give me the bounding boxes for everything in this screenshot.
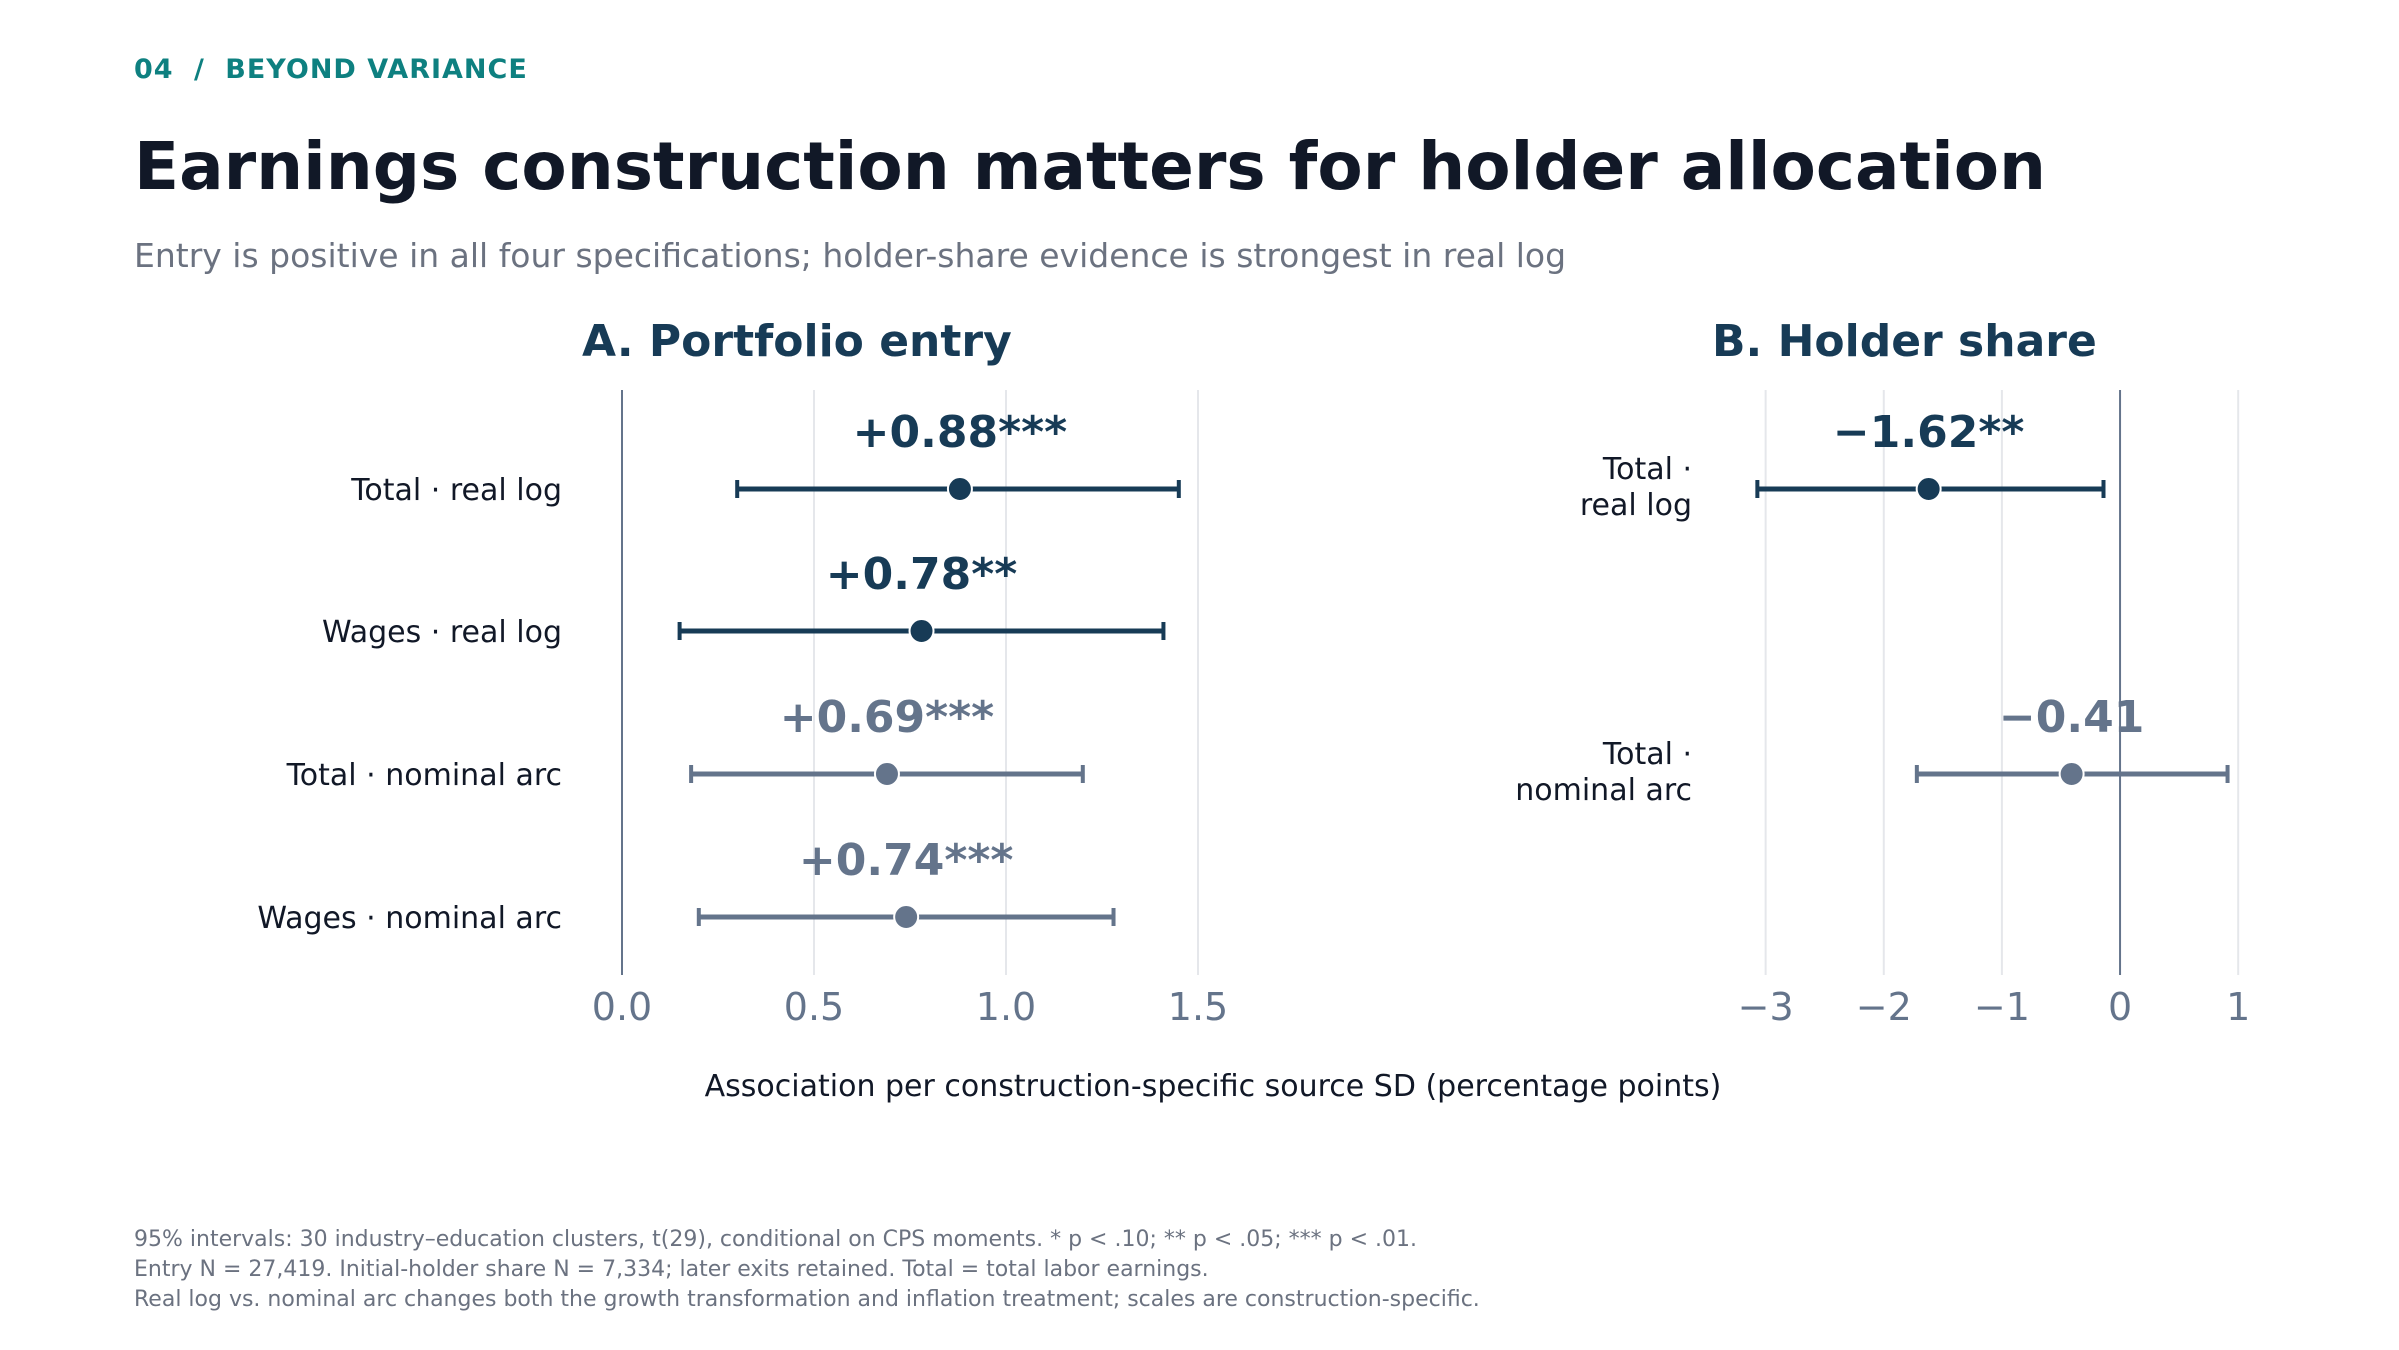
footnote-line-3: Real log vs. nominal arc changes both th… [134, 1287, 1480, 1312]
x-tick-label: −3 [1738, 985, 1794, 1029]
x-tick-label: 1.0 [976, 985, 1036, 1029]
page-title: Earnings construction matters for holder… [134, 128, 2047, 205]
page-subtitle: Entry is positive in all four specificat… [134, 236, 1567, 275]
panel-b-title: B. Holder share [1712, 316, 2097, 367]
row-label: Total · [1602, 737, 1692, 772]
panel-a-title: A. Portfolio entry [582, 316, 1012, 367]
kicker-text: BEYOND VARIANCE [225, 54, 528, 85]
point-estimate [946, 476, 973, 502]
x-tick-label: 1.5 [1168, 985, 1228, 1029]
row-label: nominal arc [1515, 773, 1692, 808]
footnote-line-1: 95% intervals: 30 industry–education clu… [134, 1227, 1417, 1252]
estimate-label: −1.62** [1833, 407, 2024, 458]
row-label: Total · real log [350, 473, 562, 508]
x-tick-label: 1 [2226, 985, 2250, 1029]
point-estimate [873, 761, 900, 787]
section-kicker: 04 / BEYOND VARIANCE [134, 54, 528, 85]
estimate-label: +0.88*** [853, 407, 1067, 458]
point-estimate [893, 904, 920, 930]
row-label: Total · [1602, 452, 1692, 487]
point-estimate [908, 618, 935, 644]
point-estimate [1915, 476, 1942, 502]
estimate-label: +0.74*** [799, 835, 1013, 886]
kicker-separator: / [193, 54, 205, 85]
estimate-label: +0.78** [826, 549, 1017, 600]
x-tick-label: −2 [1856, 985, 1912, 1029]
x-axis-label: Association per construction-specific so… [705, 1069, 1722, 1104]
estimate-label: +0.69*** [780, 692, 994, 743]
x-tick-label: −1 [1974, 985, 2030, 1029]
x-tick-label: 0 [2108, 985, 2132, 1029]
estimate-label: −0.41 [1999, 692, 2144, 743]
row-label: Wages · real log [322, 615, 562, 650]
row-label: Wages · nominal arc [257, 901, 562, 936]
x-tick-label: 0.0 [592, 985, 652, 1029]
point-estimate [2058, 761, 2085, 787]
row-label: real log [1580, 488, 1692, 523]
footnote-line-2: Entry N = 27,419. Initial-holder share N… [134, 1257, 1209, 1282]
row-label: Total · nominal arc [286, 758, 562, 793]
kicker-number: 04 [134, 54, 174, 85]
x-tick-label: 0.5 [784, 985, 844, 1029]
